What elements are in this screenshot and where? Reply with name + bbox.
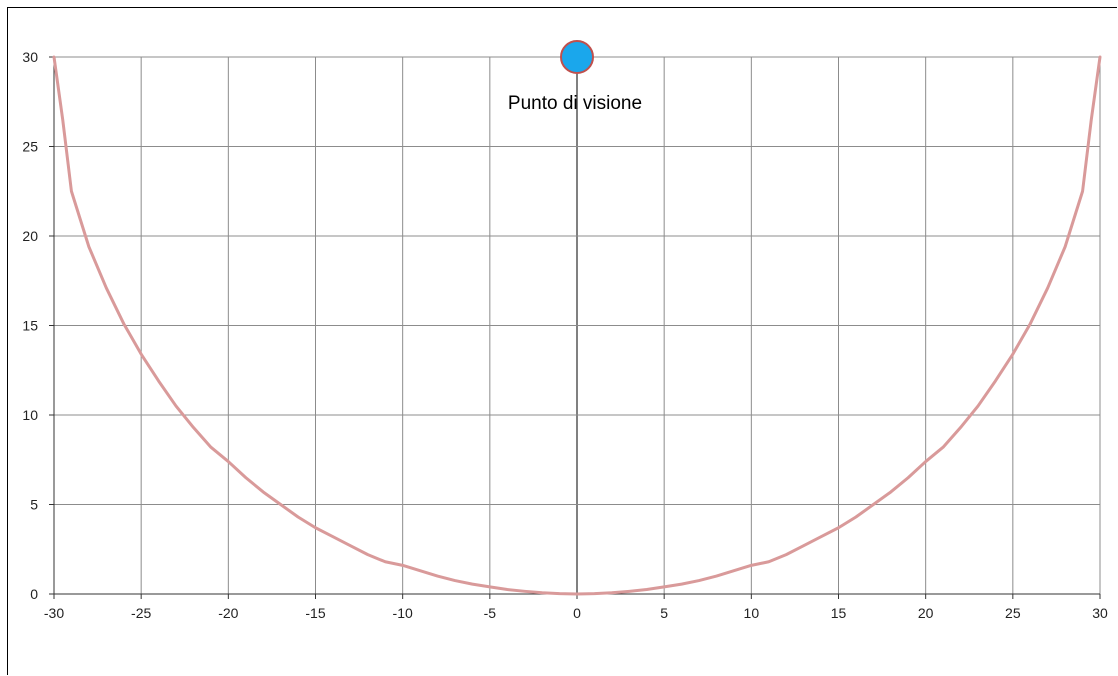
- viewpoint-label: Punto di visione: [508, 93, 642, 114]
- x-tick-label: 5: [660, 605, 668, 621]
- y-tick-label: 30: [22, 49, 38, 65]
- y-tick-label: 15: [22, 318, 38, 334]
- curve-series-line: [52, 55, 1102, 596]
- x-tick-label: -10: [393, 605, 413, 621]
- y-tick-label: 20: [22, 228, 38, 244]
- series-layer: [52, 40, 1102, 596]
- chart-frame: -30 -25 -20 -15 -10 -5 0 5 10 15 20 25 30 0 5 10 15 20 25 3…: [7, 7, 1117, 675]
- x-tick-label: 25: [1005, 605, 1021, 621]
- x-tick-label: -20: [218, 605, 238, 621]
- grid-layer: [53, 56, 1101, 595]
- axis-layer: [49, 56, 1101, 599]
- y-tick-label: 0: [30, 586, 38, 602]
- y-tick-label: 5: [30, 497, 38, 513]
- chart-svg: -30 -25 -20 -15 -10 -5 0 5 10 15 20 25 30 0 5 10 15 20 25 3…: [22, 40, 1108, 621]
- x-tick-label: -15: [305, 605, 325, 621]
- label-layer: -30 -25 -20 -15 -10 -5 0 5 10 15 20 25 30 0 5 10 15 20 25 3…: [22, 49, 1108, 621]
- x-tick-label: -25: [131, 605, 151, 621]
- x-tick-label: 10: [744, 605, 760, 621]
- x-tick-label: -5: [484, 605, 497, 621]
- viewpoint-marker: [560, 40, 594, 74]
- y-tick-label: 25: [22, 139, 38, 155]
- x-tick-label: 20: [918, 605, 934, 621]
- x-tick-label: -30: [44, 605, 64, 621]
- x-tick-label: 0: [573, 605, 581, 621]
- x-tick-label: 30: [1092, 605, 1108, 621]
- x-tick-label: 15: [831, 605, 847, 621]
- y-tick-label: 10: [22, 407, 38, 423]
